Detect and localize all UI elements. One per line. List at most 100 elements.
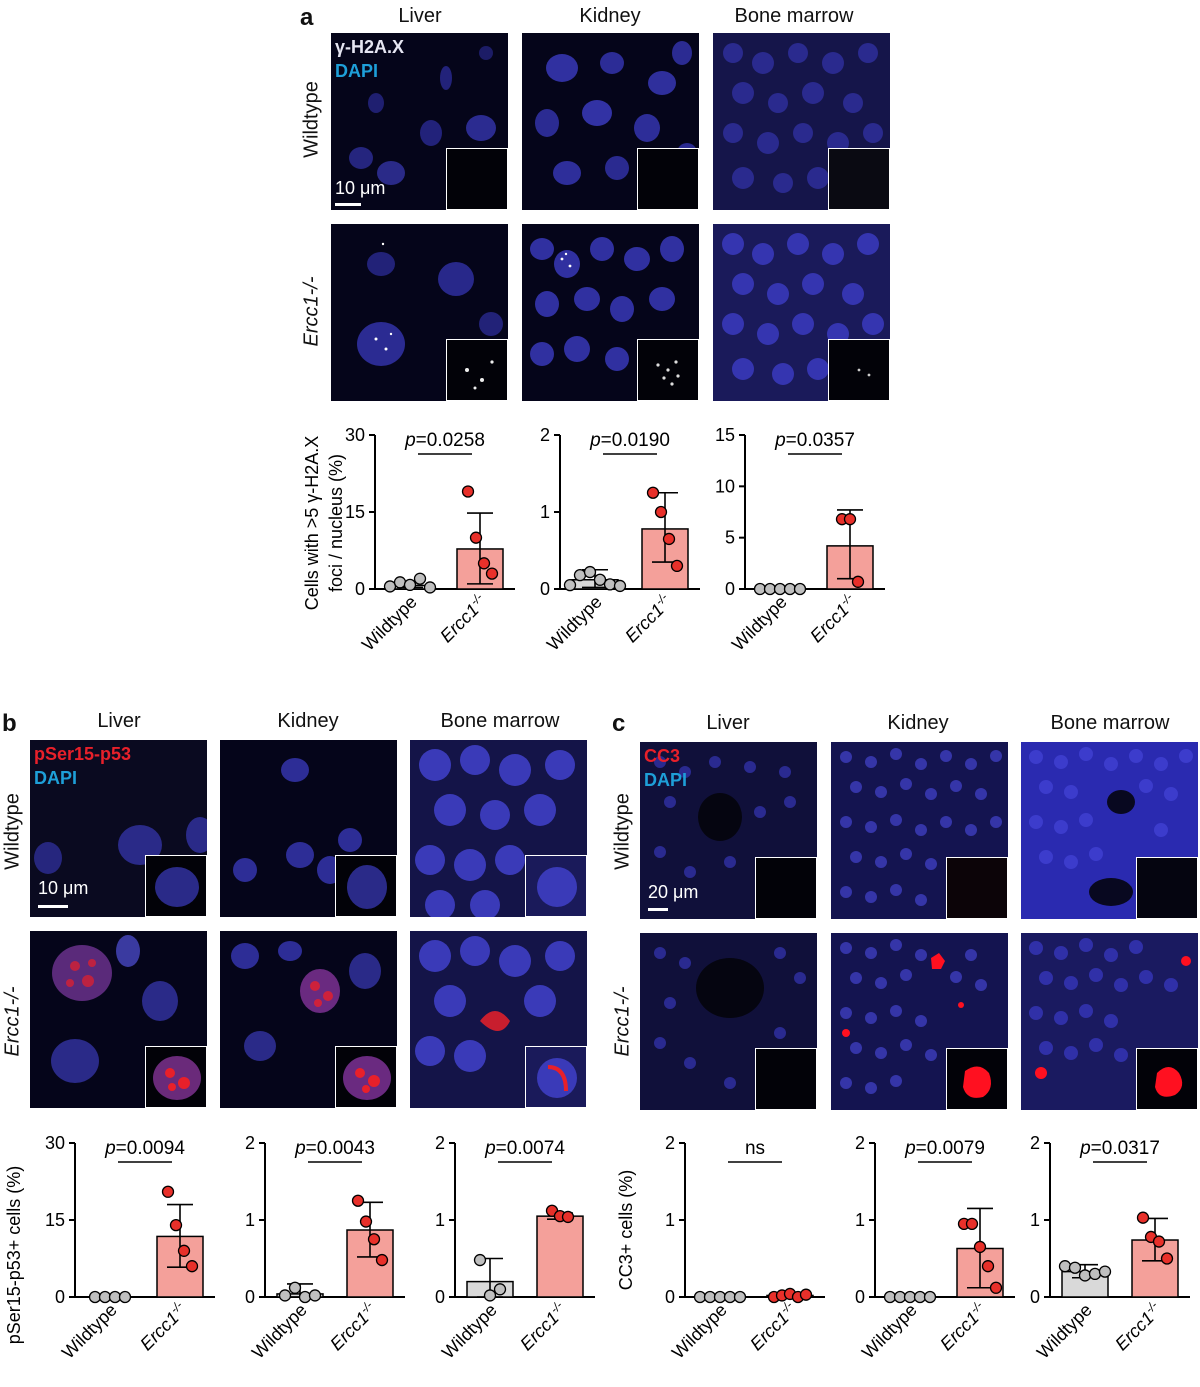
y-tick-label: 5 (725, 528, 735, 548)
micrograph-inset (335, 855, 397, 917)
p-value-label: p=0.0317 (1079, 1138, 1160, 1159)
x-category-label: Ercc1-/- (745, 1298, 801, 1354)
micrograph-inset (637, 148, 699, 210)
inset-cc3-cell (1155, 1067, 1183, 1097)
stain-label-cc3: CC3 (644, 746, 681, 766)
data-point (383, 580, 397, 593)
p-value-label: p=0.0074 (484, 1138, 565, 1159)
p-value: =0.0074 (496, 1138, 566, 1159)
y-tick-label: 1 (540, 502, 550, 522)
data-point (278, 1289, 292, 1302)
inset-foci (465, 360, 494, 390)
y-tick-label: 10 (715, 476, 735, 496)
data-point (763, 582, 777, 596)
micrograph-inset (1136, 1048, 1198, 1110)
y-tick-label: 1 (435, 1210, 445, 1230)
p-value: =0.0043 (306, 1138, 375, 1159)
y-tick-label: 2 (435, 1133, 445, 1153)
micrograph-texture (530, 236, 684, 371)
data-point (733, 1290, 747, 1304)
micrograph-b-kidney-ercc1 (220, 931, 397, 1108)
y-tick-label: 0 (355, 579, 365, 599)
data-point (893, 1290, 907, 1304)
micrograph-inset (828, 148, 890, 210)
ylabel-line-2: foci / nucleus (%) (326, 454, 346, 592)
inset-cc3-cell (963, 1066, 991, 1098)
y-tick-label: 0 (665, 1287, 675, 1307)
y-tick-label: 1 (245, 1210, 255, 1230)
y-tick-label: 1 (1030, 1210, 1040, 1230)
micrograph-b-bone-marrow-wildtype (410, 740, 587, 917)
micrograph-inset (525, 1046, 587, 1108)
panel-b-letter: b (2, 710, 17, 737)
data-point (1058, 1260, 1072, 1273)
panel-c-col-bone-marrow: Bone marrow (1050, 712, 1170, 734)
data-point (799, 1288, 813, 1301)
data-point (177, 1244, 191, 1257)
data-point (703, 1290, 717, 1304)
data-point (461, 485, 475, 498)
micrograph-inset (755, 857, 817, 919)
y-tick-label: 2 (540, 425, 550, 445)
panel-c-row-ercc1: Ercc1-/- (611, 986, 634, 1057)
micrograph-inset (145, 855, 207, 917)
x-category-label: Wildtype (248, 1300, 311, 1363)
inset-foci (857, 368, 871, 377)
micrograph-inset (637, 339, 699, 401)
stain-label-dapi: DAPI (644, 770, 688, 790)
x-category-label: Wildtype (58, 1300, 121, 1363)
x-category-label: Ercc1-/- (325, 1298, 381, 1354)
y-tick-label: 0 (435, 1287, 445, 1307)
data-point (423, 581, 437, 594)
y-tick-label: 0 (540, 579, 550, 599)
y-tick-label: 15 (345, 502, 365, 522)
panel-c-ylabel-svg: CC3+ cells (%) (616, 1170, 636, 1291)
data-point (670, 559, 684, 573)
panel-b-col-liver: Liver (97, 710, 141, 732)
p-value: =0.0079 (916, 1138, 985, 1159)
y-tick-label: 15 (45, 1210, 65, 1230)
chart-c-liver: 0 1 2 ns Wildtype Ercc1-/- (665, 1133, 825, 1363)
data-point (403, 578, 417, 592)
y-tick-label: 2 (1030, 1133, 1040, 1153)
data-point (923, 1290, 937, 1304)
micrograph-a-kidney-ercc1 (522, 224, 699, 401)
p-value-label: p=0.0190 (589, 430, 670, 451)
micrograph-inset (828, 339, 890, 401)
chart-c-bone-marrow: 0 1 2 p=0.0317 Wildtype Ercc1-/- (1030, 1133, 1190, 1363)
panel-a-col-liver: Liver (398, 5, 442, 27)
data-point (308, 1289, 322, 1302)
panel-a-col-bone-marrow: Bone marrow (734, 5, 854, 27)
x-category-label: Wildtype (668, 1300, 731, 1363)
x-category-label: Wildtype (858, 1300, 921, 1363)
stain-label-dapi: DAPI (34, 768, 78, 788)
p-symbol: p (294, 1138, 306, 1159)
p-value-label: p=0.0043 (294, 1138, 375, 1159)
data-point (646, 486, 660, 499)
micrograph-inset (755, 1048, 817, 1110)
micrograph-c-kidney-ercc1 (831, 933, 1008, 1110)
micrograph-b-bone-marrow-ercc1 (410, 931, 587, 1108)
panel-b-ylabel: pSer15-p53+ cells (%) (0, 1130, 30, 1380)
micrograph-inset (335, 1046, 397, 1108)
data-point (351, 1194, 365, 1207)
chart-a-liver: 0 15 30 p=0.0258 Wildtype Ercc1-/- (345, 425, 515, 655)
p-symbol: p (1079, 1138, 1091, 1159)
data-point (753, 582, 767, 596)
data-point (973, 1240, 987, 1254)
y-tick-label: 0 (245, 1287, 255, 1307)
x-category-label: Wildtype (358, 592, 421, 655)
data-point (483, 1289, 497, 1302)
micrograph-b-kidney-wildtype (220, 740, 397, 917)
chart-c-kidney: 0 1 2 p=0.0079 Wildtype Ercc1-/- (855, 1133, 1015, 1363)
p-symbol: p (904, 1138, 916, 1159)
micrograph-b-liver-ercc1 (30, 931, 207, 1108)
p-symbol: p (589, 430, 601, 451)
micrograph-inset (446, 148, 508, 210)
data-point (563, 578, 577, 592)
data-point (1098, 1265, 1112, 1278)
data-point (965, 1217, 979, 1230)
data-point (613, 579, 627, 593)
micrograph-inset (946, 1048, 1008, 1110)
micrograph-b-liver-wildtype: pSer15-p53 DAPI 10 μm (30, 740, 207, 917)
